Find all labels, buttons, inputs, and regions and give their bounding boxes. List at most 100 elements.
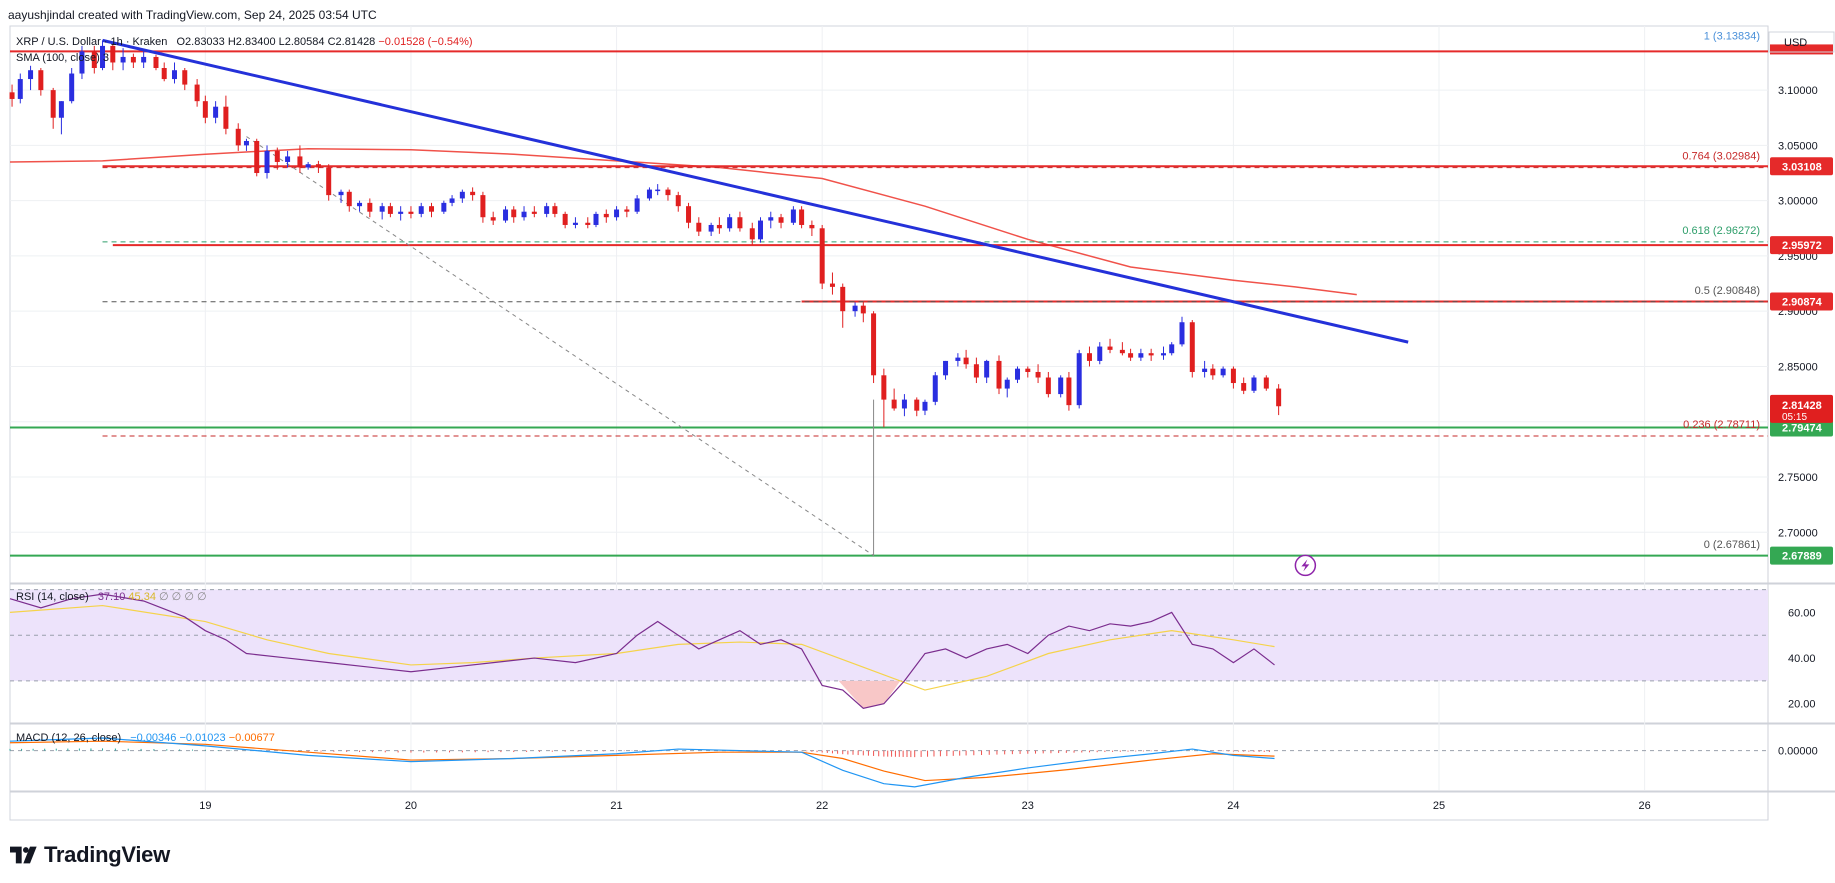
candle[interactable] <box>254 140 260 174</box>
candle[interactable] <box>346 191 352 207</box>
candle[interactable] <box>891 399 897 409</box>
candle[interactable] <box>686 206 692 223</box>
candle[interactable] <box>624 209 630 212</box>
candle[interactable] <box>1045 377 1051 395</box>
candle[interactable] <box>665 189 671 196</box>
candle[interactable] <box>1119 349 1125 354</box>
candle[interactable] <box>50 90 56 118</box>
candle[interactable] <box>727 217 733 229</box>
candle[interactable] <box>1189 322 1195 372</box>
candle[interactable] <box>901 399 907 409</box>
candle[interactable] <box>1035 371 1041 378</box>
candle[interactable] <box>1210 368 1216 376</box>
candle[interactable] <box>408 211 414 214</box>
candle[interactable] <box>819 228 825 284</box>
candle[interactable] <box>490 217 496 221</box>
candle[interactable] <box>379 206 385 212</box>
candle[interactable] <box>829 283 835 287</box>
candle[interactable] <box>305 164 311 168</box>
candle[interactable] <box>634 198 640 212</box>
symbol-name[interactable]: XRP / U.S. Dollar · 1h · Kraken <box>16 36 168 48</box>
candle[interactable] <box>932 375 938 402</box>
candle[interactable] <box>603 213 609 218</box>
candle[interactable] <box>809 224 815 229</box>
candle[interactable] <box>1138 353 1144 358</box>
candle[interactable] <box>17 79 23 99</box>
candle[interactable] <box>171 70 177 80</box>
candle[interactable] <box>9 92 15 99</box>
candle[interactable] <box>28 70 34 80</box>
candle[interactable] <box>778 217 784 223</box>
candle[interactable] <box>922 401 928 411</box>
candle[interactable] <box>202 101 208 118</box>
candle[interactable] <box>38 70 44 91</box>
candle[interactable] <box>1276 388 1282 407</box>
candle[interactable] <box>1251 377 1257 391</box>
candle[interactable] <box>585 222 591 225</box>
candle[interactable] <box>274 150 280 162</box>
candle[interactable] <box>58 101 64 118</box>
candle[interactable] <box>593 213 599 225</box>
candle[interactable] <box>943 360 949 376</box>
rsi-line[interactable] <box>9 593 1275 709</box>
candle[interactable] <box>243 140 249 146</box>
candle[interactable] <box>1058 377 1064 395</box>
candle[interactable] <box>1015 368 1021 380</box>
candle[interactable] <box>110 45 116 63</box>
candle[interactable] <box>757 220 763 240</box>
rsi-legend[interactable]: RSI (14, close) 37.10 45.34 ∅ ∅ ∅ ∅ <box>16 590 207 603</box>
candle[interactable] <box>315 164 321 168</box>
currency-box[interactable] <box>1768 31 1835 53</box>
candle[interactable] <box>367 202 373 212</box>
candle[interactable] <box>996 360 1002 389</box>
candle[interactable] <box>120 56 126 63</box>
candle[interactable] <box>449 198 455 203</box>
candle[interactable] <box>357 202 363 207</box>
candle[interactable] <box>235 128 241 146</box>
candle[interactable] <box>100 45 106 69</box>
candle[interactable] <box>223 106 229 129</box>
candle[interactable] <box>285 156 291 162</box>
candle[interactable] <box>441 202 447 212</box>
candle[interactable] <box>655 189 661 192</box>
candle[interactable] <box>213 106 219 118</box>
candle[interactable] <box>161 68 167 80</box>
candle[interactable] <box>264 150 270 174</box>
candle[interactable] <box>511 209 517 218</box>
candle[interactable] <box>790 209 796 223</box>
candle[interactable] <box>984 360 990 378</box>
candle[interactable] <box>614 209 620 218</box>
candle[interactable] <box>914 399 920 411</box>
candle[interactable] <box>1128 353 1134 358</box>
candle[interactable] <box>130 56 136 63</box>
macd-line[interactable] <box>9 737 1275 788</box>
candle[interactable] <box>153 56 159 69</box>
candle[interactable] <box>799 209 805 225</box>
candle[interactable] <box>1004 379 1010 389</box>
candle[interactable] <box>531 211 537 214</box>
candle[interactable] <box>552 206 558 214</box>
candle[interactable] <box>1107 346 1113 350</box>
candle[interactable] <box>1263 377 1269 389</box>
candle[interactable] <box>1148 353 1154 356</box>
candle[interactable] <box>696 222 702 232</box>
macd-legend[interactable]: MACD (12, 26, close) −0.00346 −0.01023 −… <box>16 732 275 744</box>
candle[interactable] <box>480 195 486 218</box>
candle[interactable] <box>1097 346 1103 361</box>
candle[interactable] <box>572 222 578 225</box>
candle[interactable] <box>1076 353 1082 406</box>
candle[interactable] <box>1066 377 1072 406</box>
candle[interactable] <box>1160 353 1166 356</box>
candle[interactable] <box>860 305 866 314</box>
candle[interactable] <box>1169 344 1175 354</box>
fib-anchor-line[interactable] <box>246 136 874 556</box>
candle[interactable] <box>418 206 424 214</box>
candle[interactable] <box>194 84 200 102</box>
candle[interactable] <box>1202 368 1208 372</box>
candle[interactable] <box>326 167 332 196</box>
candle[interactable] <box>737 217 743 229</box>
candle[interactable] <box>675 195 681 207</box>
candle[interactable] <box>768 217 774 221</box>
candle[interactable] <box>141 56 147 63</box>
